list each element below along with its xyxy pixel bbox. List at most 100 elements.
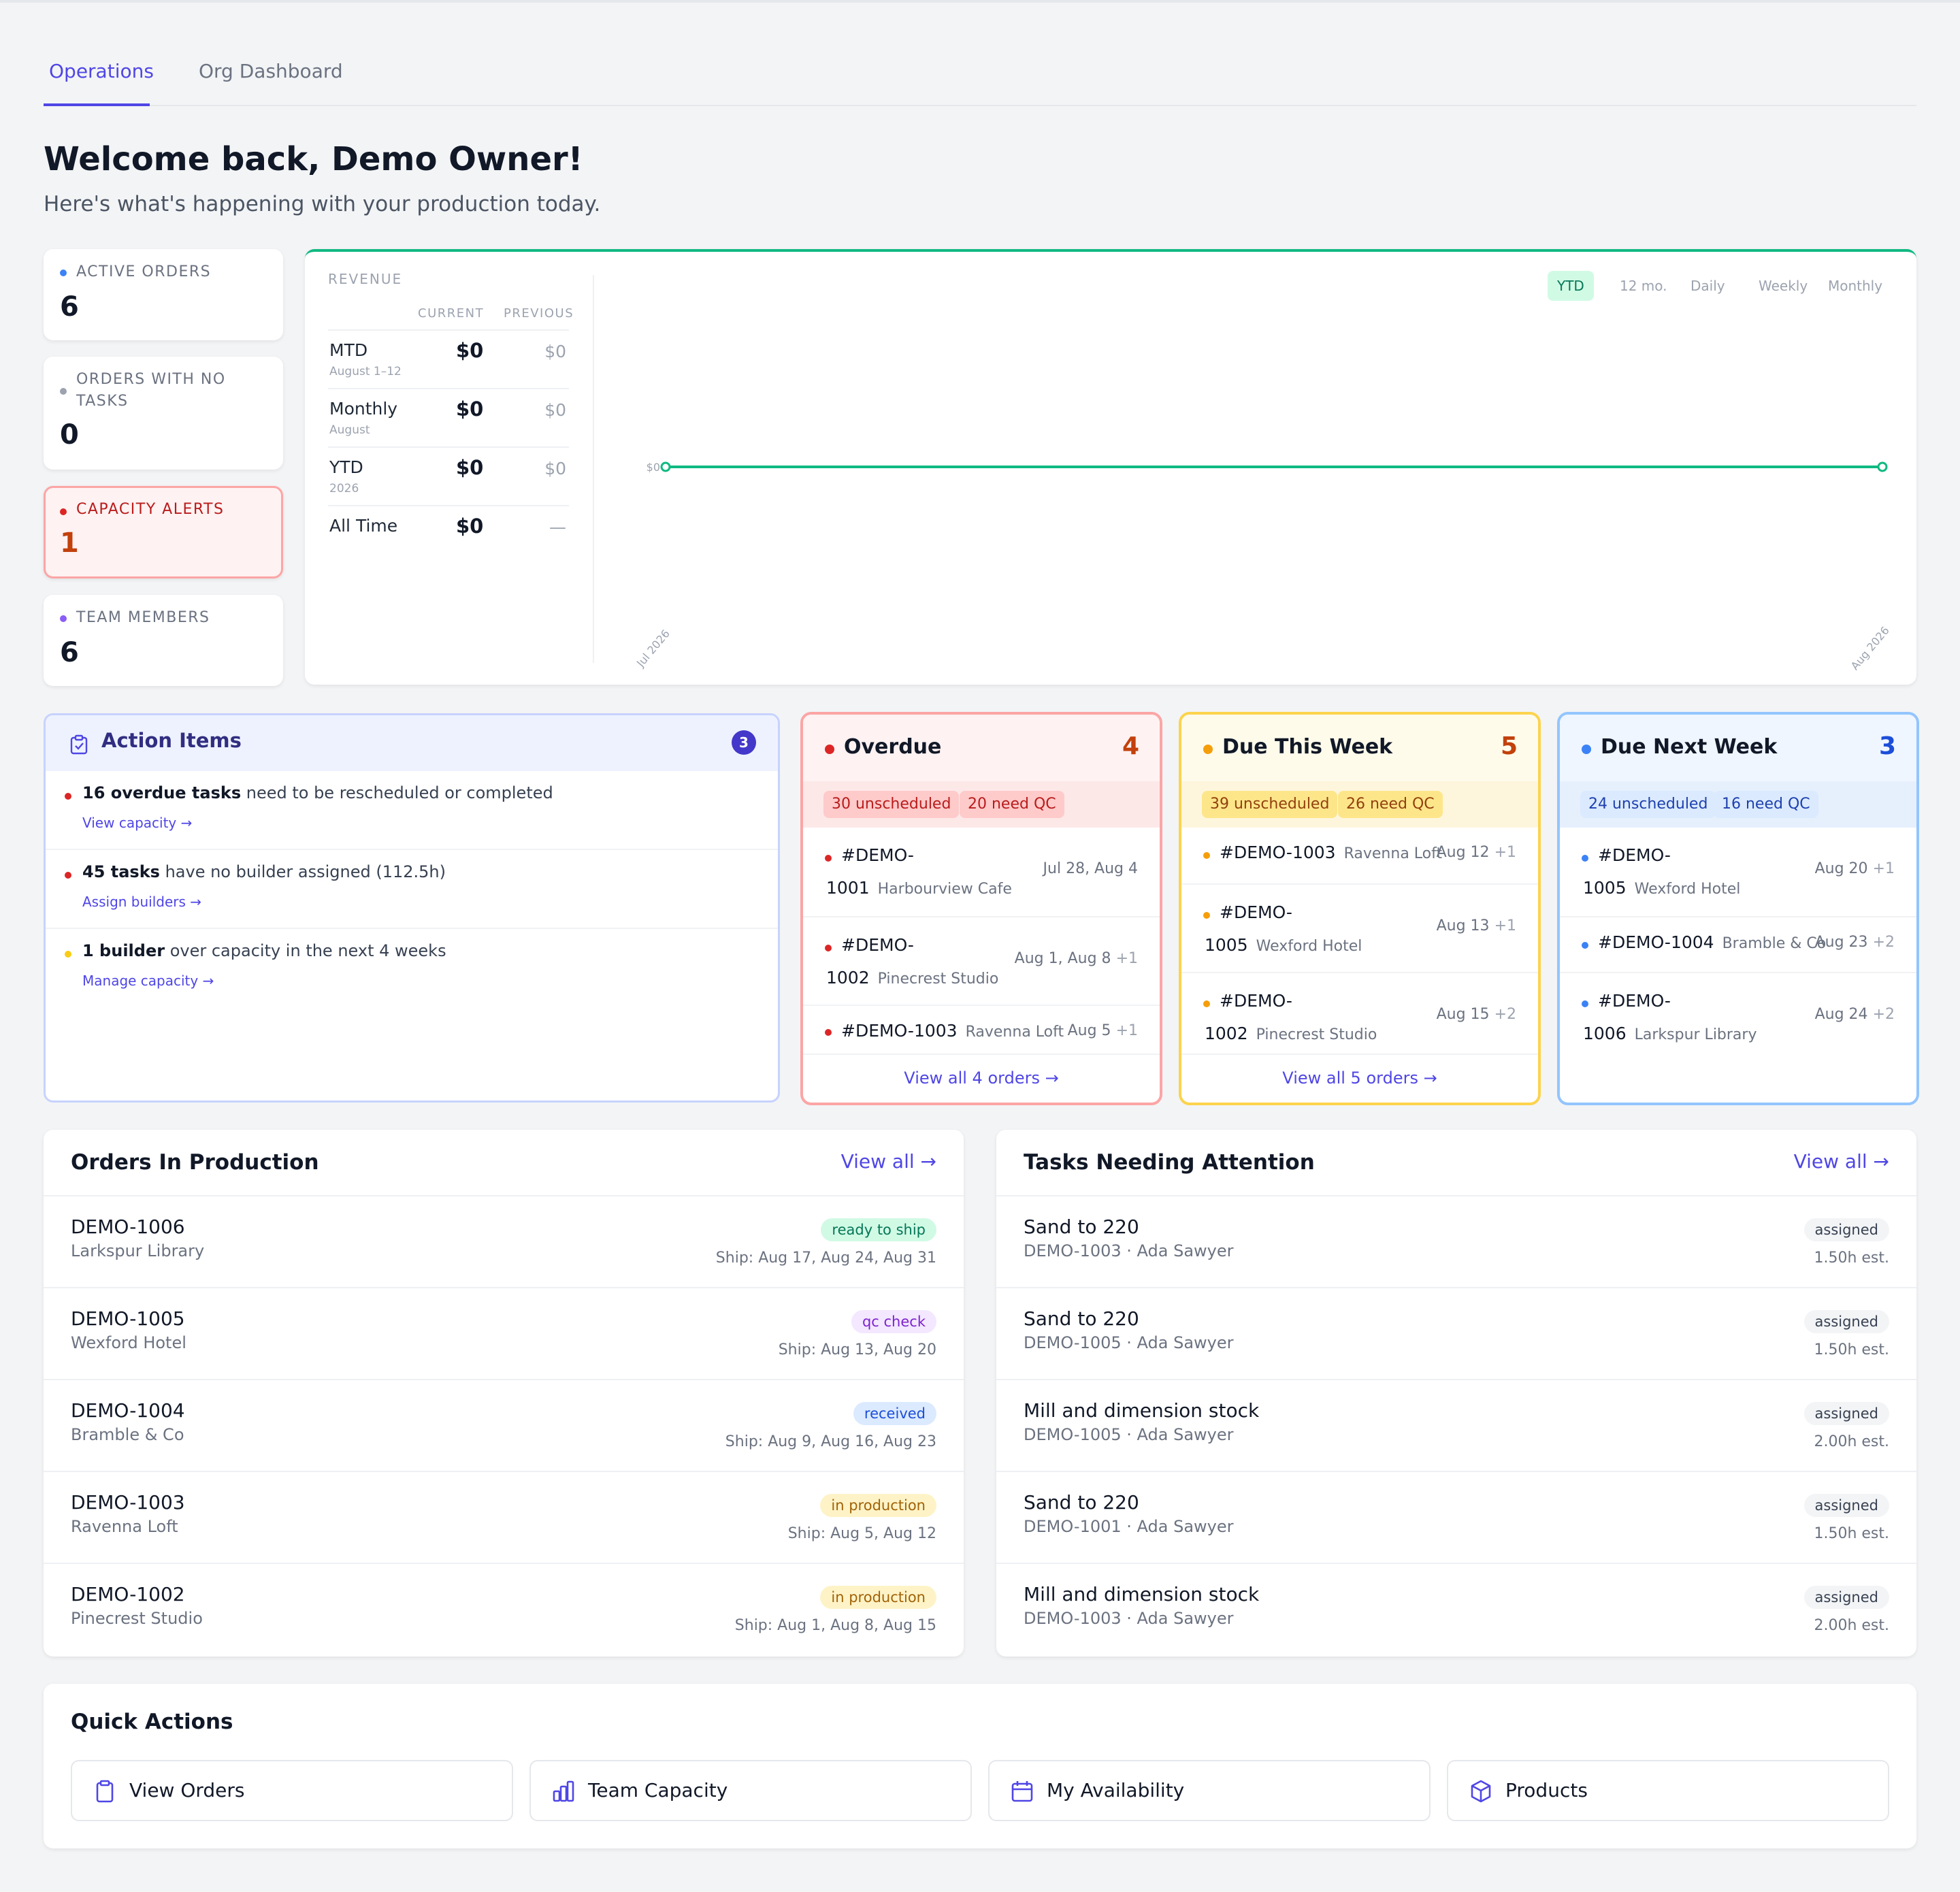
button-label: My Availability bbox=[1047, 1779, 1185, 1801]
order-row[interactable]: #DEMO-1004 Bramble & Co Aug 23 +2 bbox=[1560, 916, 1916, 972]
due-this-week-header: Due This Week 5 bbox=[1181, 715, 1538, 781]
stat-card-active-orders[interactable]: ACTIVE ORDERS 6 bbox=[44, 249, 283, 340]
order-id: DEMO-1006 bbox=[71, 1216, 185, 1238]
my-availability-button[interactable]: My Availability bbox=[988, 1760, 1431, 1821]
table-row[interactable]: Sand to 220 DEMO-1003 · Ada Sawyer assig… bbox=[996, 1195, 1916, 1287]
view-all-overdue-link[interactable]: View all 4 orders → bbox=[803, 1054, 1160, 1103]
due-this-week-count: 5 bbox=[1500, 732, 1518, 760]
need-qc-chip: 16 need QC bbox=[1714, 791, 1818, 818]
revenue-row-sub: 2026 bbox=[329, 482, 359, 495]
view-capacity-link[interactable]: View capacity → bbox=[82, 815, 193, 831]
customer-name: Larkspur Library bbox=[71, 1241, 205, 1260]
tasks-view-all-link[interactable]: View all → bbox=[1793, 1150, 1889, 1173]
range-ytd-button[interactable]: YTD bbox=[1548, 271, 1594, 301]
order-row[interactable]: #DEMO- 1005 Wexford Hotel Aug 20 +1 bbox=[1560, 828, 1916, 916]
table-row[interactable]: Sand to 220 DEMO-1001 · Ada Sawyer assig… bbox=[996, 1471, 1916, 1563]
order-row[interactable]: #DEMO- 1005 Wexford Hotel Aug 13 +1 bbox=[1181, 883, 1538, 972]
table-row[interactable]: Mill and dimension stock DEMO-1005 · Ada… bbox=[996, 1379, 1916, 1471]
action-item: 16 overdue tasks need to be rescheduled … bbox=[46, 771, 778, 849]
order-id-cont: 1005 Wexford Hotel bbox=[1205, 935, 1362, 955]
due-dates: Aug 24 +2 bbox=[1814, 1006, 1895, 1023]
table-row[interactable]: DEMO-1005 Wexford Hotel qc check Ship: A… bbox=[44, 1287, 964, 1379]
due-dates: Aug 15 +2 bbox=[1436, 1006, 1516, 1023]
order-id: #DEMO- bbox=[1220, 902, 1292, 922]
order-id: #DEMO- bbox=[1598, 991, 1671, 1011]
status-dot bbox=[1203, 912, 1210, 919]
order-row[interactable]: #DEMO-1003 Ravenna Loft Aug 12 +1 bbox=[1181, 828, 1538, 883]
overdue-header: Overdue 4 bbox=[803, 715, 1160, 781]
data-point[interactable] bbox=[1877, 461, 1888, 472]
view-orders-button[interactable]: View Orders bbox=[71, 1760, 513, 1821]
data-point[interactable] bbox=[660, 461, 671, 472]
range-daily-button[interactable]: Daily bbox=[1690, 278, 1725, 294]
tasks-needing-attention-panel: Tasks Needing Attention View all → Sand … bbox=[996, 1130, 1916, 1657]
table-row[interactable]: Sand to 220 DEMO-1005 · Ada Sawyer assig… bbox=[996, 1287, 1916, 1379]
order-row[interactable]: #DEMO- 1002 Pinecrest Studio Aug 15 +2 bbox=[1181, 972, 1538, 1060]
tab-operations[interactable]: Operations bbox=[49, 60, 154, 82]
order-row[interactable]: #DEMO-1003 Ravenna Loft Aug 5 +1 bbox=[803, 1005, 1160, 1059]
table-row[interactable]: DEMO-1006 Larkspur Library ready to ship… bbox=[44, 1195, 964, 1287]
order-id: #DEMO- bbox=[841, 935, 914, 955]
y-tick-label: $0 bbox=[647, 461, 660, 474]
overdue-card: Overdue 4 30 unscheduled 20 need QC #DEM… bbox=[800, 712, 1162, 1105]
stat-label: ACTIVE ORDERS bbox=[76, 263, 212, 280]
quick-actions-panel: Quick Actions View Orders Team Capacity … bbox=[44, 1684, 1916, 1848]
status-badge: assigned bbox=[1803, 1586, 1889, 1609]
status-dot bbox=[60, 615, 67, 622]
status-badge: qc check bbox=[851, 1310, 936, 1333]
table-row[interactable]: DEMO-1004 Bramble & Co received Ship: Au… bbox=[44, 1379, 964, 1471]
order-id: DEMO-1005 bbox=[71, 1307, 185, 1330]
revenue-previous: $0 bbox=[544, 459, 566, 478]
order-row[interactable]: #DEMO- 1002 Pinecrest Studio Aug 1, Aug 8… bbox=[803, 916, 1160, 1005]
overdue-count: 4 bbox=[1122, 732, 1139, 760]
products-button[interactable]: Products bbox=[1447, 1760, 1889, 1821]
customer-name: Bramble & Co bbox=[1722, 935, 1827, 952]
tab-org-dashboard[interactable]: Org Dashboard bbox=[199, 60, 343, 82]
manage-capacity-link[interactable]: Manage capacity → bbox=[82, 973, 214, 989]
due-dates: Jul 28, Aug 4 bbox=[1043, 860, 1138, 877]
revenue-current: $0 bbox=[456, 339, 484, 362]
table-row[interactable]: Mill and dimension stock DEMO-1003 · Ada… bbox=[996, 1563, 1916, 1654]
task-meta: DEMO-1003 · Ada Sawyer bbox=[1024, 1609, 1234, 1628]
overdue-chips: 30 unscheduled 20 need QC bbox=[803, 781, 1160, 828]
tab-bar: Operations Org Dashboard bbox=[44, 54, 1916, 106]
unscheduled-chip: 24 unscheduled bbox=[1580, 791, 1716, 818]
customer-name: Bramble & Co bbox=[71, 1425, 184, 1444]
view-all-due-this-week-link[interactable]: View all 5 orders → bbox=[1181, 1054, 1538, 1103]
order-id: #DEMO-1003 Ravenna Loft bbox=[1220, 843, 1443, 862]
table-row[interactable]: DEMO-1002 Pinecrest Studio in production… bbox=[44, 1563, 964, 1654]
action-item-text: 16 overdue tasks need to be rescheduled … bbox=[82, 783, 553, 802]
assign-builders-link[interactable]: Assign builders → bbox=[82, 894, 202, 910]
orders-in-production-panel: Orders In Production View all → DEMO-100… bbox=[44, 1130, 964, 1657]
status-dot bbox=[1203, 745, 1213, 754]
range-12mo-button[interactable]: 12 mo. bbox=[1620, 278, 1667, 294]
status-badge: assigned bbox=[1803, 1402, 1889, 1425]
revenue-card: REVENUE CURRENT PREVIOUS MTD August 1–12… bbox=[305, 249, 1916, 685]
revenue-row-sub: August bbox=[329, 423, 370, 437]
bar-chart-icon bbox=[553, 1780, 574, 1802]
cube-icon bbox=[1471, 1780, 1491, 1803]
order-row[interactable]: #DEMO- 1001 Harbourview Cafe Jul 28, Aug … bbox=[803, 828, 1160, 916]
customer-name: Ravenna Loft bbox=[71, 1517, 178, 1536]
due-next-week-card: Due Next Week 3 24 unscheduled 16 need Q… bbox=[1557, 712, 1919, 1105]
range-monthly-button[interactable]: Monthly bbox=[1828, 278, 1883, 294]
team-capacity-button[interactable]: Team Capacity bbox=[529, 1760, 972, 1821]
order-id: #DEMO-1004 Bramble & Co bbox=[1598, 932, 1827, 952]
status-dot bbox=[825, 1029, 832, 1036]
status-badge: in production bbox=[820, 1494, 936, 1517]
action-items-card: Action Items 3 16 overdue tasks need to … bbox=[44, 713, 780, 1103]
stat-card-team-members[interactable]: TEAM MEMBERS 6 bbox=[44, 595, 283, 686]
range-weekly-button[interactable]: Weekly bbox=[1759, 278, 1808, 294]
orders-view-all-link[interactable]: View all → bbox=[840, 1150, 936, 1173]
revenue-previous: — bbox=[549, 517, 566, 537]
stat-card-capacity-alerts[interactable]: CAPACITY ALERTS 1 bbox=[44, 486, 283, 578]
table-row[interactable]: DEMO-1003 Ravenna Loft in production Shi… bbox=[44, 1471, 964, 1563]
revenue-current: $0 bbox=[456, 515, 484, 538]
page-subtitle: Here's what's happening with your produc… bbox=[44, 192, 601, 216]
revenue-row-name: YTD bbox=[329, 457, 363, 477]
stat-card-orders-no-tasks[interactable]: ORDERS WITH NO TASKS 0 bbox=[44, 357, 283, 470]
action-item-text: 1 builder over capacity in the next 4 we… bbox=[82, 941, 446, 960]
action-items-header: Action Items 3 bbox=[46, 715, 778, 771]
order-row[interactable]: #DEMO- 1006 Larkspur Library Aug 24 +2 bbox=[1560, 972, 1916, 1060]
task-meta: DEMO-1001 · Ada Sawyer bbox=[1024, 1517, 1234, 1536]
